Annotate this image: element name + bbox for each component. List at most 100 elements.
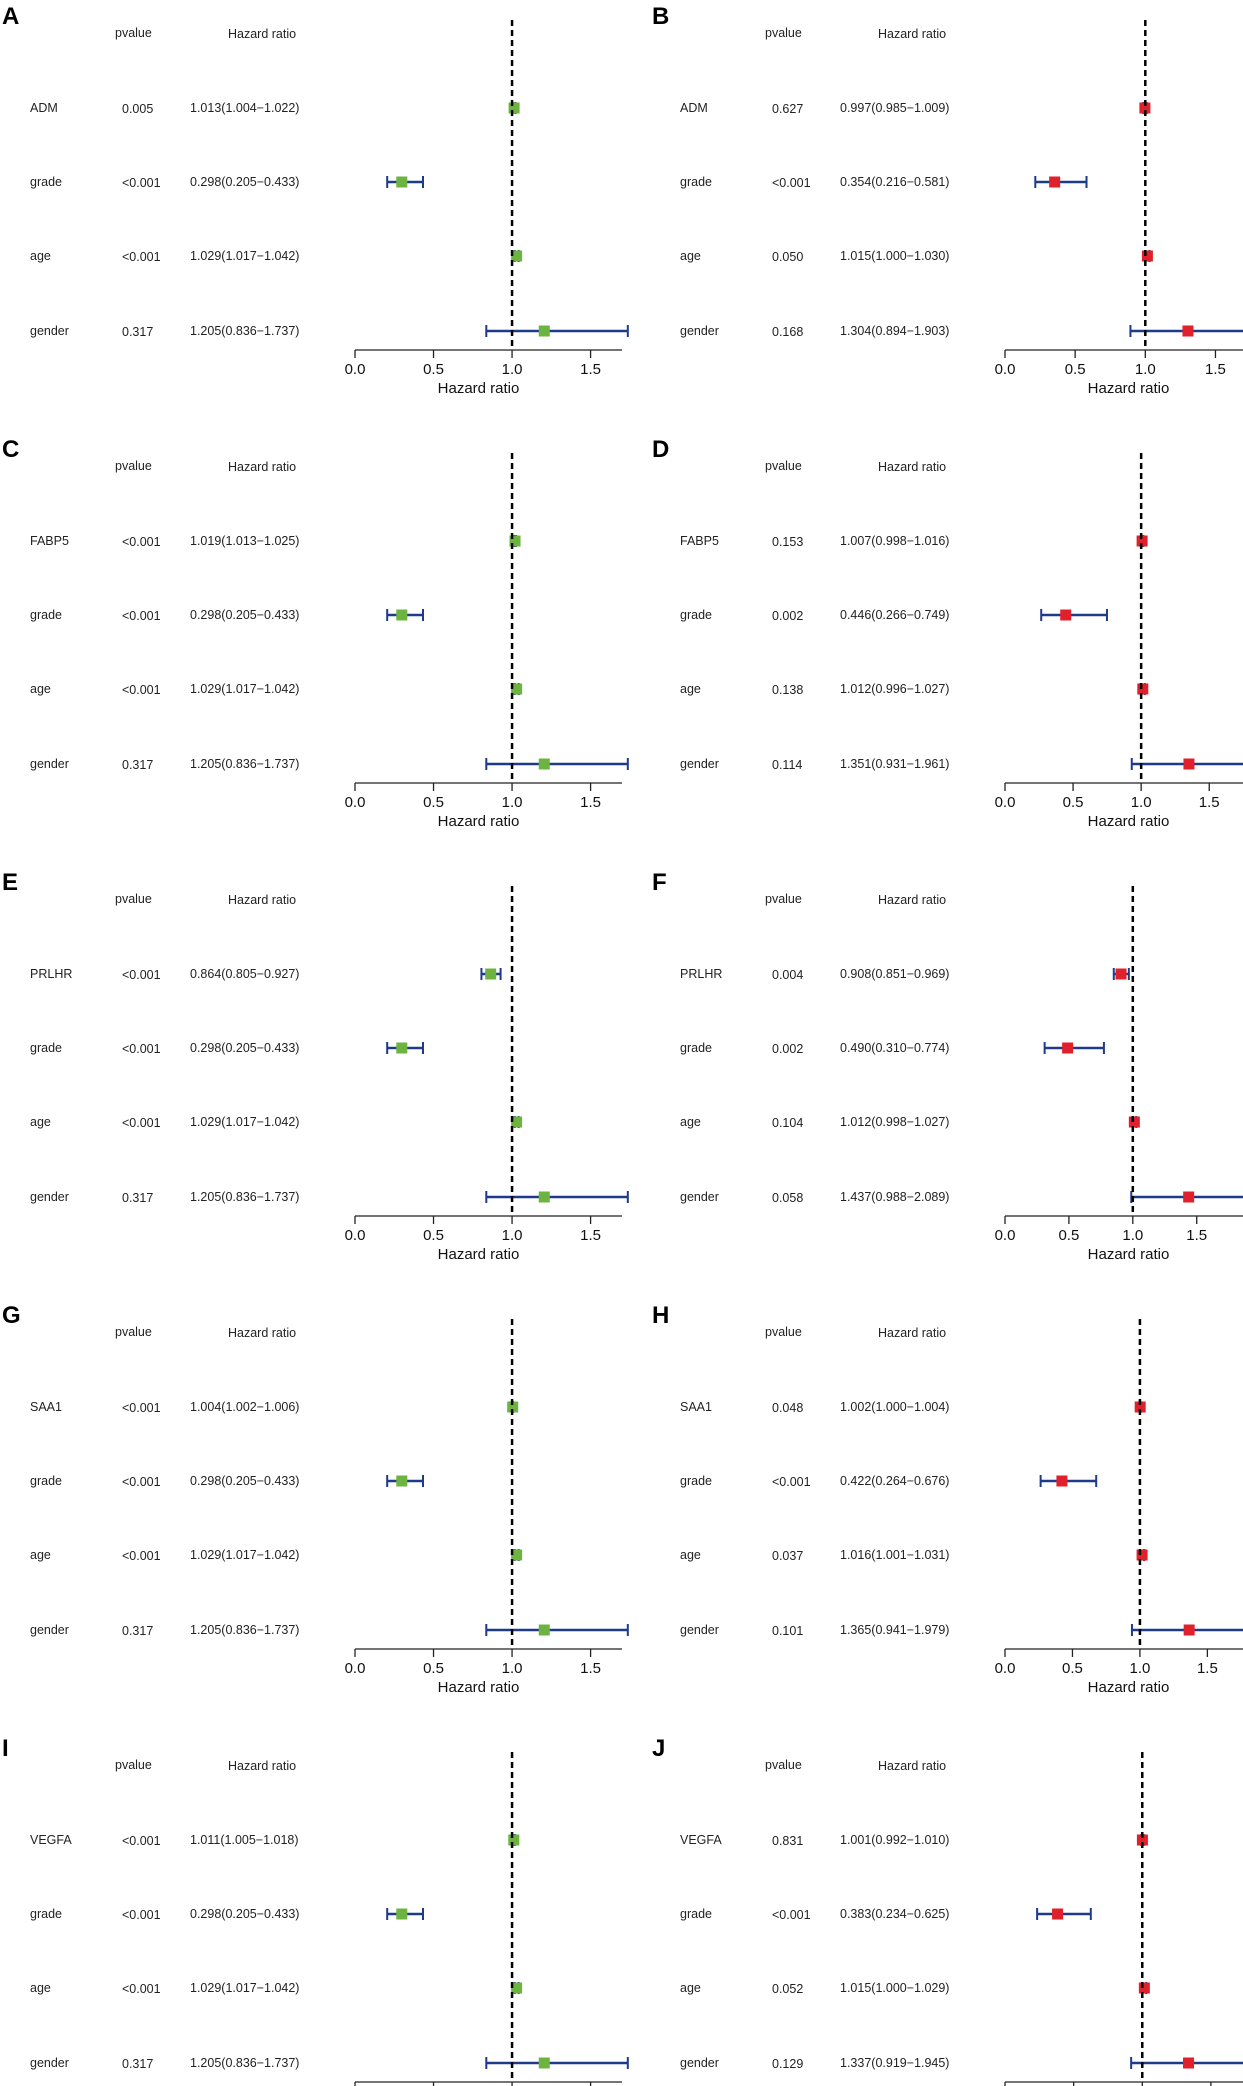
row-pvalue: 0.138 <box>772 683 803 697</box>
panel-letter: D <box>652 436 669 463</box>
hazard-ratio-header: Hazard ratio <box>228 893 296 907</box>
row-label: age <box>680 249 701 263</box>
x-tick-label: 0.0 <box>345 1227 366 1244</box>
row-label: grade <box>680 608 712 622</box>
row-pvalue: 0.050 <box>772 250 803 264</box>
row-label: ADM <box>30 101 58 115</box>
row-hr-text: 1.029(1.017−1.042) <box>190 1115 299 1129</box>
row-label: SAA1 <box>680 1400 712 1414</box>
hr-marker <box>396 609 408 621</box>
row-pvalue: <0.001 <box>122 968 161 982</box>
x-tick-label: 0.5 <box>1062 1660 1083 1677</box>
panel-letter: C <box>2 436 19 463</box>
row-label: gender <box>30 757 69 771</box>
row-label: grade <box>680 175 712 189</box>
row-hr-text: 1.437(0.988−2.089) <box>840 1190 949 1204</box>
x-tick-label: 1.5 <box>580 1227 601 1244</box>
x-tick-label: 1.0 <box>1122 1227 1143 1244</box>
hr-marker <box>1134 1401 1146 1413</box>
row-pvalue: <0.001 <box>122 1908 161 1922</box>
x-axis-label: Hazard ratio <box>438 1246 520 1263</box>
hr-marker <box>1183 1624 1195 1636</box>
row-pvalue: <0.001 <box>122 1982 161 1996</box>
panel-letter: E <box>2 869 18 896</box>
row-hr-text: 0.446(0.266−0.749) <box>840 608 949 622</box>
row-hr-text: 0.298(0.205−0.433) <box>190 1041 299 1055</box>
row-label: grade <box>30 1474 62 1488</box>
x-axis-label: Hazard ratio <box>1088 1246 1170 1263</box>
row-hr-text: 1.029(1.017−1.042) <box>190 682 299 696</box>
x-tick-label: 0.5 <box>423 361 444 378</box>
row-label: grade <box>680 1041 712 1055</box>
row-hr-text: 1.011(1.005−1.018) <box>190 1833 299 1847</box>
row-label: ADM <box>680 101 708 115</box>
hr-marker <box>511 683 523 695</box>
x-axis-label: Hazard ratio <box>438 1679 520 1696</box>
row-pvalue: <0.001 <box>122 1834 161 1848</box>
row-hr-text: 1.304(0.894−1.903) <box>840 324 949 338</box>
x-tick-label: 1.5 <box>1197 1660 1218 1677</box>
row-label: grade <box>680 1474 712 1488</box>
row-hr-text: 0.298(0.205−0.433) <box>190 608 299 622</box>
x-tick-label: 0.0 <box>995 794 1016 811</box>
hr-marker <box>1062 1042 1074 1054</box>
row-label: gender <box>30 2056 69 2070</box>
row-label: gender <box>30 1623 69 1637</box>
row-hr-text: 0.864(0.805−0.927) <box>190 967 299 981</box>
x-tick-label: 0.0 <box>345 1660 366 1677</box>
row-pvalue: 0.317 <box>122 1191 153 1205</box>
row-hr-text: 1.007(0.998−1.016) <box>840 534 949 548</box>
hr-marker <box>511 250 523 262</box>
row-label: age <box>30 1981 51 1995</box>
row-hr-text: 0.298(0.205−0.433) <box>190 1474 299 1488</box>
x-tick-label: 1.0 <box>502 361 523 378</box>
row-hr-text: 1.365(0.941−1.979) <box>840 1623 949 1637</box>
hr-marker <box>1138 1982 1150 1994</box>
x-tick-label: 0.5 <box>1058 1227 1079 1244</box>
row-pvalue: 0.005 <box>122 102 153 116</box>
row-pvalue: 0.114 <box>772 758 802 772</box>
row-hr-text: 0.908(0.851−0.969) <box>840 967 949 981</box>
pvalue-header: pvalue <box>765 459 802 473</box>
row-label: gender <box>680 1623 719 1637</box>
row-label: age <box>680 682 701 696</box>
x-tick-label: 1.0 <box>502 794 523 811</box>
row-label: grade <box>30 608 62 622</box>
row-hr-text: 1.205(0.836−1.737) <box>190 1623 299 1637</box>
hr-marker <box>538 2057 550 2069</box>
x-tick-label: 1.5 <box>1199 794 1220 811</box>
panel-letter: B <box>652 3 669 30</box>
x-axis-label: Hazard ratio <box>438 813 520 830</box>
row-hr-text: 0.354(0.216−0.581) <box>840 175 949 189</box>
panel-letter: I <box>2 1735 9 1762</box>
row-hr-text: 1.029(1.017−1.042) <box>190 1981 299 1995</box>
x-tick-label: 0.5 <box>423 1227 444 1244</box>
x-axis-label: Hazard ratio <box>1088 1679 1170 1696</box>
x-tick-label: 1.0 <box>1131 794 1152 811</box>
row-pvalue: 0.317 <box>122 1624 153 1638</box>
row-pvalue: 0.104 <box>772 1116 803 1130</box>
hr-marker <box>507 1401 519 1413</box>
hr-marker <box>1052 1908 1064 1920</box>
row-label: FABP5 <box>680 534 719 548</box>
row-pvalue: 0.317 <box>122 758 153 772</box>
row-hr-text: 1.019(1.013−1.025) <box>190 534 299 548</box>
x-tick-label: 1.0 <box>502 1227 523 1244</box>
row-label: FABP5 <box>30 534 69 548</box>
row-hr-text: 1.205(0.836−1.737) <box>190 1190 299 1204</box>
row-hr-text: 1.002(1.000−1.004) <box>840 1400 949 1414</box>
row-label: age <box>30 1548 51 1562</box>
pvalue-header: pvalue <box>115 459 152 473</box>
hr-marker <box>396 1042 408 1054</box>
row-hr-text: 0.422(0.264−0.676) <box>840 1474 949 1488</box>
row-label: VEGFA <box>30 1833 72 1847</box>
row-pvalue: 0.168 <box>772 325 803 339</box>
hr-marker <box>508 102 520 114</box>
hr-marker <box>1183 2057 1195 2069</box>
hazard-ratio-header: Hazard ratio <box>228 1326 296 1340</box>
panel-letter: H <box>652 1302 669 1329</box>
x-tick-label: 1.0 <box>1135 361 1156 378</box>
